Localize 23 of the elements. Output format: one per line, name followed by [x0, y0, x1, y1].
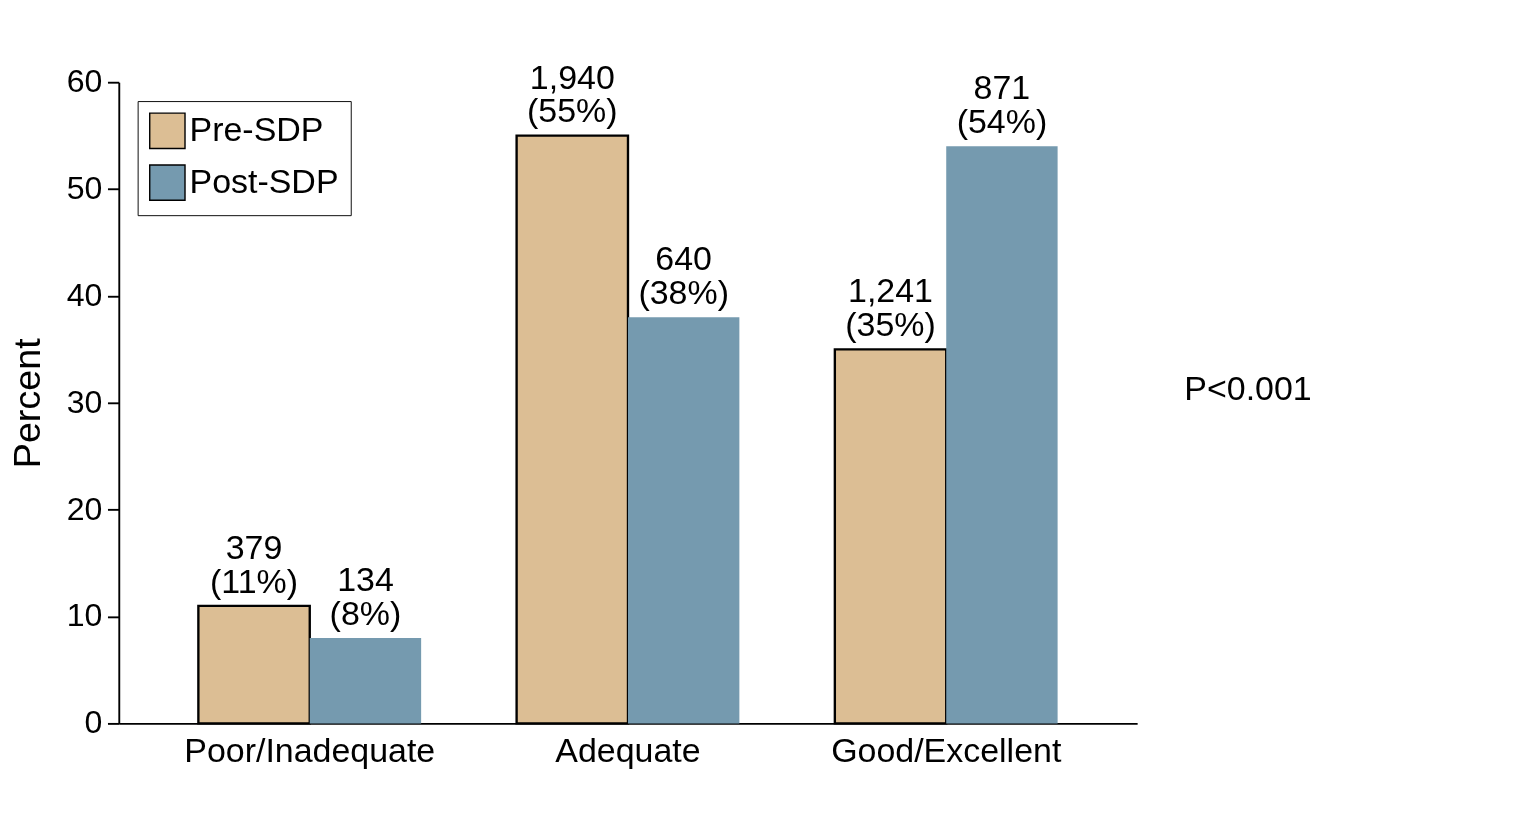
legend-label: Pre-SDP — [189, 110, 324, 149]
y-axis-title: Percent — [6, 337, 49, 469]
x-tick-label: Poor/Inadequate — [184, 730, 436, 769]
data-label: 640 (38%) — [638, 239, 729, 312]
y-tick-label: 40 — [66, 276, 103, 313]
bar — [946, 146, 1058, 724]
data-label: 379 (11%) — [210, 527, 299, 600]
data-label: 871 (54%) — [956, 68, 1048, 141]
y-tick-label: 20 — [66, 490, 103, 527]
bar — [309, 637, 422, 724]
data-label: 1,241 (35%) — [845, 271, 936, 344]
x-tick-label: Adequate — [555, 730, 701, 769]
x-tick-label: Good/Excellent — [831, 730, 1062, 769]
y-tick-label: 30 — [66, 383, 103, 420]
bar — [627, 317, 740, 724]
y-tick-label: 50 — [66, 170, 103, 206]
y-tick-label: 0 — [84, 704, 103, 741]
legend-label: Post-SDP — [189, 162, 339, 201]
y-tick-label: 60 — [66, 63, 103, 100]
y-tick-label: 10 — [66, 597, 103, 634]
data-label: 134 (8%) — [329, 559, 402, 632]
text: P<0.001 — [1184, 369, 1312, 408]
data-label: 1,940 (55%) — [527, 57, 618, 130]
